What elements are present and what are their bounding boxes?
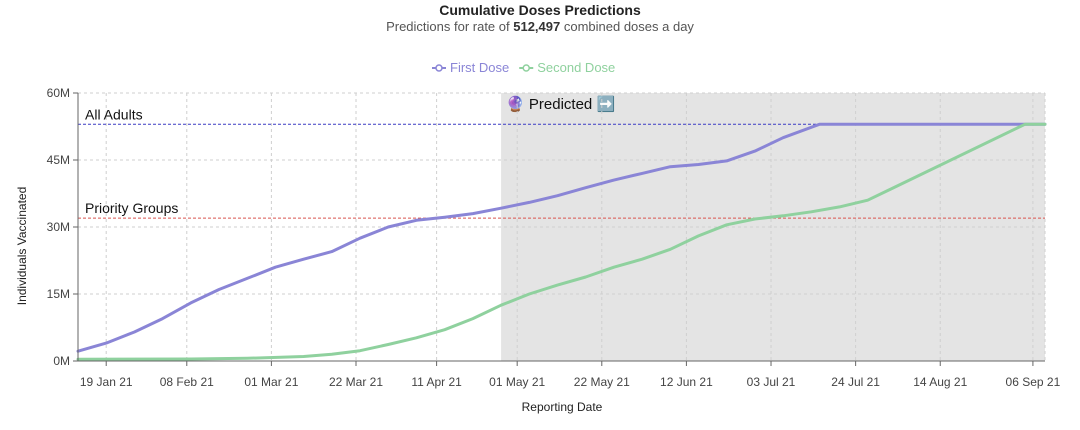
data-series	[76, 122, 1047, 361]
x-tick-label: 01 May 21	[489, 375, 545, 389]
y-tick-label: 30M	[47, 220, 70, 234]
reference-line-label: All Adults	[85, 106, 143, 122]
subtitle-prefix: Predictions for rate of	[386, 19, 514, 34]
chart-subtitle: Predictions for rate of 512,497 combined…	[0, 19, 1080, 34]
y-tick-label: 0M	[53, 354, 70, 368]
x-tick-label: 12 Jun 21	[660, 375, 713, 389]
legend-entry: Second Dose	[537, 60, 615, 75]
predicted-label: 🔮 Predicted ➡️	[506, 95, 615, 113]
legend: First Dose Second Dose	[432, 60, 615, 75]
subtitle-suffix: combined doses a day	[560, 19, 694, 34]
series-line	[76, 122, 1047, 361]
x-tick-label: 08 Feb 21	[160, 375, 214, 389]
legend-swatch-marker	[435, 64, 443, 72]
x-tick-label: 22 May 21	[574, 375, 630, 389]
series-line	[76, 122, 1047, 353]
y-tick-label: 60M	[47, 86, 70, 100]
x-tick-label: 01 Mar 21	[244, 375, 298, 389]
legend-entry: First Dose	[450, 60, 509, 75]
axes: 0M 15M 30M 45M 60M 19 Jan 21 08 Feb 21 01 Mar 2…	[47, 86, 1061, 389]
y-tick-label: 15M	[47, 287, 70, 301]
legend-swatch-marker	[522, 64, 530, 72]
x-tick-label: 22 Mar 21	[329, 375, 383, 389]
dose-rate-value: 512,497	[513, 19, 561, 34]
x-axis-label: Reporting Date	[522, 400, 603, 414]
y-axis-label: Individuals Vaccinated	[15, 187, 29, 306]
y-tick-label: 45M	[47, 153, 70, 167]
x-tick-label: 03 Jul 21	[747, 375, 796, 389]
x-tick-label: 11 Apr 21	[411, 375, 462, 389]
x-tick-label: 19 Jan 21	[80, 375, 133, 389]
x-tick-label: 06 Sep 21	[1006, 375, 1061, 389]
chart-title: Cumulative Doses Predictions	[439, 2, 641, 18]
reference-line-label: Priority Groups	[85, 200, 178, 216]
x-tick-label: 14 Aug 21	[913, 375, 967, 389]
x-tick-label: 24 Jul 21	[831, 375, 880, 389]
